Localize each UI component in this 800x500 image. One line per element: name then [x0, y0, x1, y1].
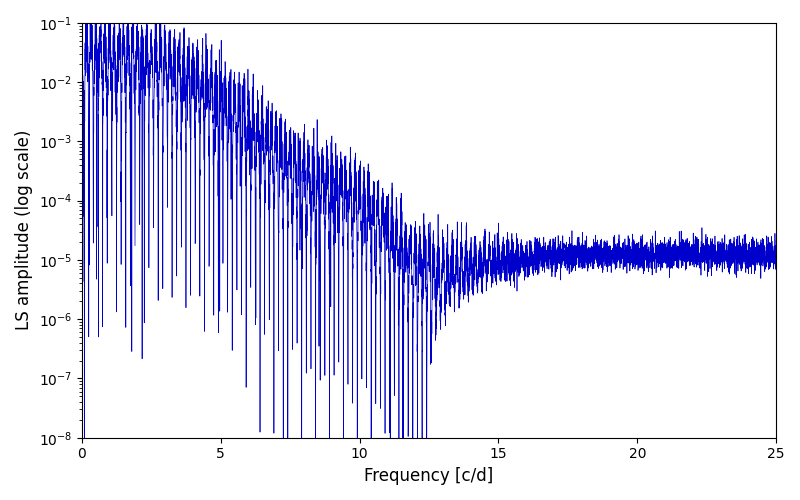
Y-axis label: LS amplitude (log scale): LS amplitude (log scale): [15, 130, 33, 330]
X-axis label: Frequency [c/d]: Frequency [c/d]: [364, 467, 494, 485]
